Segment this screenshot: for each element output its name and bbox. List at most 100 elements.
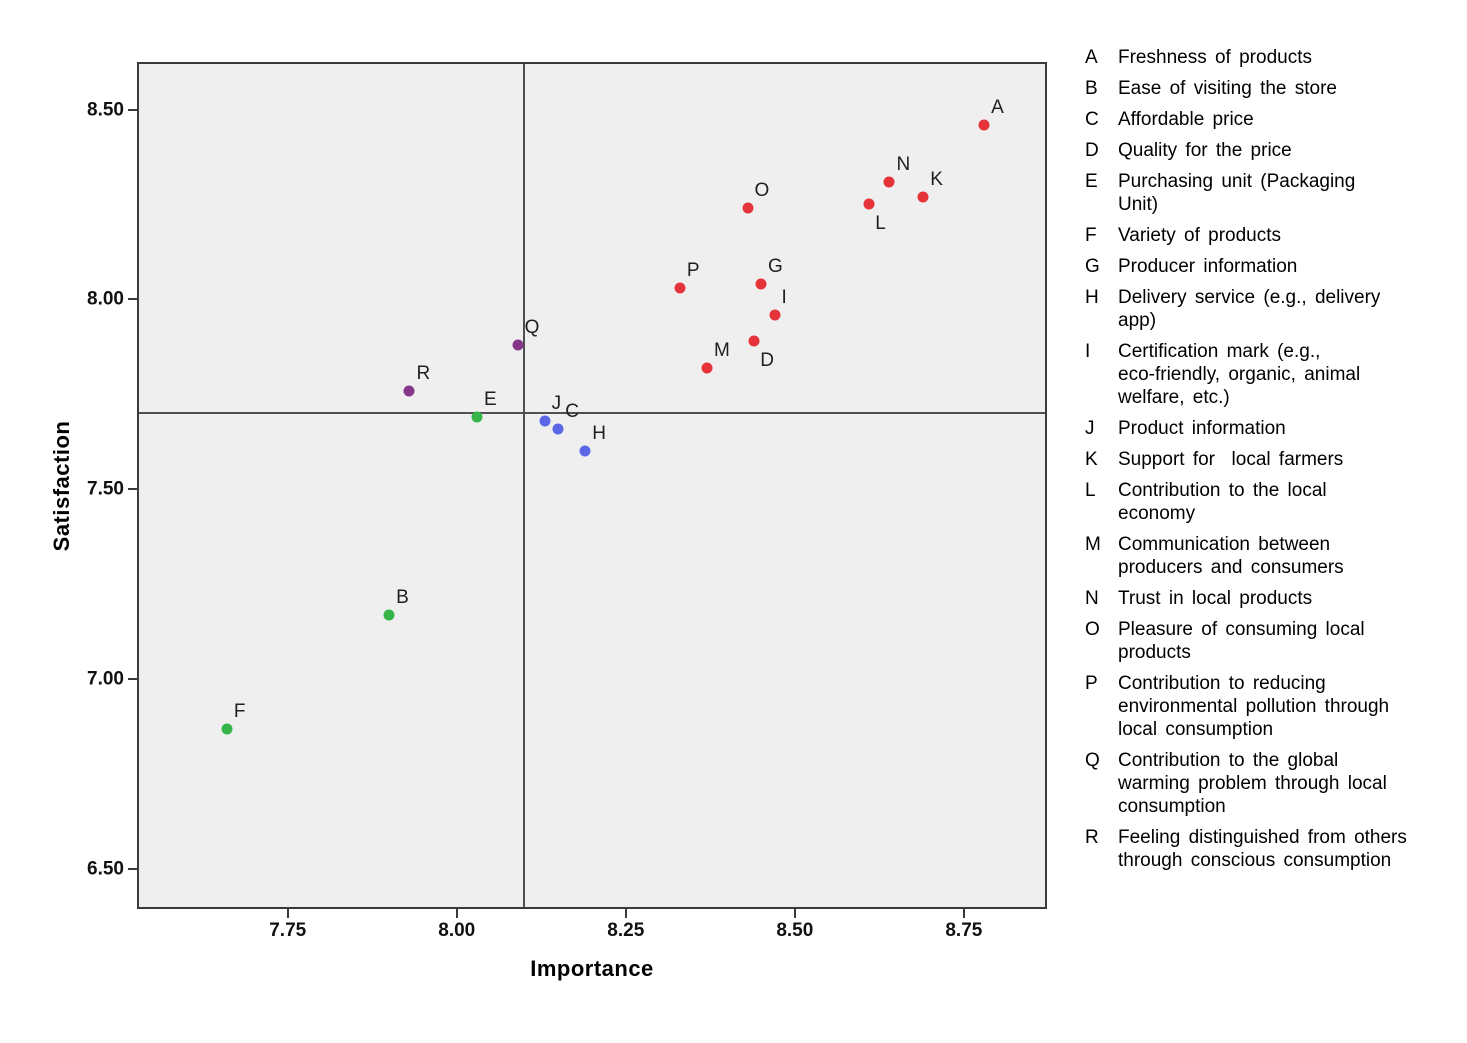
vertical-reference-line <box>523 64 526 907</box>
legend-text: Delivery service (e.g., delivery app) <box>1118 287 1381 331</box>
data-point-label-Q: Q <box>524 316 540 338</box>
legend-key: G <box>1085 256 1100 277</box>
data-point-R <box>403 385 415 397</box>
data-point-label-M: M <box>713 339 730 361</box>
data-point-label-A: A <box>991 96 1004 118</box>
legend-text: Feeling distinguished from others throug… <box>1118 827 1407 871</box>
legend-text: Support for local farmers <box>1118 449 1344 470</box>
x-axis-tick-label: 8.00 <box>438 920 476 941</box>
legend-item-F: F Variety of products <box>1085 224 1465 247</box>
data-point-label-P: P <box>686 260 700 282</box>
legend-item-I: I Certification mark (e.g., eco-friendly,… <box>1085 340 1465 409</box>
legend-key: E <box>1085 171 1098 192</box>
y-axis-tick-label: 8.00 <box>87 288 124 310</box>
x-axis-tick-label: 7.75 <box>269 920 307 941</box>
legend-key: C <box>1085 109 1099 130</box>
data-point-label-F: F <box>233 700 246 722</box>
data-point-label-K: K <box>930 168 943 190</box>
data-point-label-I: I <box>781 286 787 308</box>
legend-key: J <box>1085 418 1095 439</box>
legend-item-J: J Product information <box>1085 417 1465 440</box>
y-axis-tick-mark <box>128 108 137 111</box>
legend-item-D: D Quality for the price <box>1085 139 1465 162</box>
legend-text: Contribution to the global warming probl… <box>1118 750 1387 817</box>
data-point-A <box>978 119 990 131</box>
legend-key: B <box>1085 78 1098 99</box>
x-axis-tick-mark <box>793 909 796 918</box>
legend-item-K: K Support for local farmers <box>1085 448 1465 471</box>
data-point-label-N: N <box>896 153 911 175</box>
data-point-K <box>917 191 929 203</box>
x-axis-tick-mark <box>455 909 458 918</box>
legend-key: O <box>1085 619 1100 640</box>
y-axis-tick-mark <box>128 488 137 491</box>
legend-item-G: G Producer information <box>1085 255 1465 278</box>
y-axis-tick-label: 8.50 <box>87 99 124 121</box>
data-point-label-H: H <box>592 423 606 445</box>
legend-text: Trust in local products <box>1118 588 1313 609</box>
legend-item-R: R Feeling distinguished from others throu… <box>1085 826 1465 872</box>
y-axis-tick-mark <box>128 678 137 681</box>
legend-item-P: P Contribution to reducing environmental … <box>1085 672 1465 741</box>
x-axis-title: Importance <box>530 956 654 981</box>
data-point-Q <box>512 339 524 351</box>
legend-key: I <box>1085 341 1091 362</box>
legend-item-Q: Q Contribution to the global warming prob… <box>1085 749 1465 818</box>
legend-text: Freshness of products <box>1118 47 1312 68</box>
legend-key: P <box>1085 673 1098 694</box>
legend-key: A <box>1085 47 1098 68</box>
legend-text: Variety of products <box>1118 225 1282 246</box>
plot-area: 7.75 8.00 8.25 8.50 8.75 8.50 8.00 7.50 7.00 6.50… <box>87 62 1047 940</box>
legend-text: Purchasing unit (Packaging Unit) <box>1118 171 1356 215</box>
legend-key: N <box>1085 588 1099 609</box>
data-point-O <box>742 202 753 214</box>
data-point-label-C: C <box>565 400 579 422</box>
data-point-N <box>883 176 895 188</box>
data-point-C <box>552 423 564 435</box>
y-axis-tick-mark <box>128 298 137 301</box>
y-axis-tick-label: 6.50 <box>87 858 124 880</box>
legend-text: Producer information <box>1118 256 1298 277</box>
legend-item-M: M Communication between producers and con… <box>1085 533 1465 579</box>
data-point-B <box>383 609 395 621</box>
data-point-label-L: L <box>875 213 886 235</box>
data-point-E <box>471 411 483 423</box>
legend-key: R <box>1085 827 1099 848</box>
legend-text: Contribution to reducing environmental p… <box>1118 673 1390 740</box>
data-point-label-R: R <box>416 362 431 384</box>
horizontal-reference-line <box>139 412 1045 415</box>
legend-item-C: C Affordable price <box>1085 108 1465 131</box>
legend-item-L: L Contribution to the local economy <box>1085 479 1465 525</box>
data-point-label-D: D <box>760 350 774 372</box>
data-point-label-E: E <box>484 389 497 411</box>
legend-item-O: O Pleasure of consuming local products <box>1085 618 1465 664</box>
legend-text: Quality for the price <box>1118 140 1292 161</box>
legend-key: Q <box>1085 750 1100 771</box>
data-point-G <box>755 278 767 290</box>
data-point-label-G: G <box>768 256 783 278</box>
data-point-I <box>769 309 781 321</box>
legend-text: Certification mark (e.g., eco-friendly, … <box>1118 341 1361 408</box>
legend-text: Product information <box>1118 418 1286 439</box>
data-point-L <box>863 198 875 210</box>
legend-key: M <box>1085 534 1101 555</box>
data-point-label-B: B <box>396 586 409 608</box>
legend-key: K <box>1085 449 1098 470</box>
data-point-M <box>701 362 713 374</box>
legend-text: Communication between producers and cons… <box>1118 534 1344 578</box>
x-axis-tick-label: 8.25 <box>607 920 645 941</box>
x-axis-tick-mark <box>624 909 627 918</box>
data-point-label-J: J <box>551 392 562 414</box>
data-point-D <box>748 335 760 347</box>
legend-item-B: B Ease of visiting the store <box>1085 77 1465 100</box>
legend-item-N: N Trust in local products <box>1085 587 1465 610</box>
legend-key: H <box>1085 287 1099 308</box>
legend-key: L <box>1085 480 1096 501</box>
y-axis-title: Satisfaction <box>49 420 74 552</box>
legend-item-E: E Purchasing unit (Packaging Unit) <box>1085 170 1465 216</box>
legend-text: Ease of visiting the store <box>1118 78 1337 99</box>
legend-text: Pleasure of consuming local products <box>1118 619 1365 663</box>
y-axis-tick-label: 7.50 <box>87 478 124 500</box>
y-axis-tick-mark <box>128 868 137 871</box>
